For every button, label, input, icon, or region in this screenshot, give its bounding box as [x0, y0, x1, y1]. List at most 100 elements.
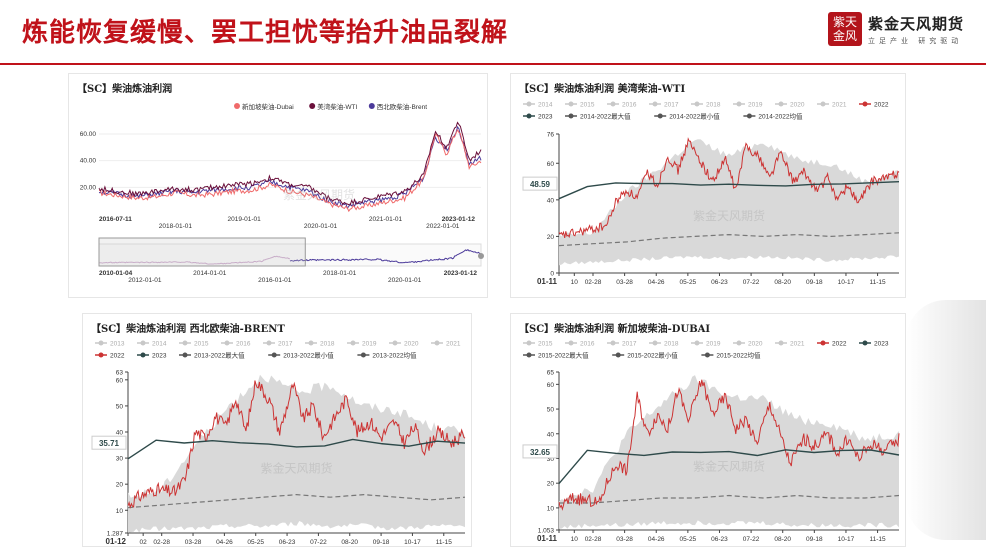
y-tick-label: 0	[550, 271, 554, 278]
legend-label: 2016	[236, 341, 251, 348]
average-line	[558, 232, 900, 247]
y-tick-label: 50	[547, 407, 555, 414]
legend-dot	[694, 101, 700, 107]
legend-dot	[308, 340, 314, 346]
chart-overview-svg[interactable]: 新加坡柴油-Dubai 美湾柴油-WTI 西北欧柴油-Brent 20.00 40.00…	[69, 74, 489, 299]
legend-dot	[392, 340, 398, 346]
x-tick-label: 03-28	[185, 539, 202, 546]
legend-label: 2017	[278, 341, 293, 348]
x-tick-label: 2016-07-11	[99, 216, 132, 223]
series-2022-line	[558, 137, 900, 239]
x-tick-label: 09-18	[806, 279, 823, 286]
x-tick-label: 11-15	[870, 279, 887, 286]
legend-label: 2015-2022最小值	[627, 351, 678, 360]
x-tick-label: 01-11	[537, 277, 558, 286]
series-line	[99, 128, 482, 213]
x-tick-label: 06-23	[711, 536, 728, 543]
x-tick-label: 10-17	[838, 536, 855, 543]
x-tick-label: 07-22	[743, 279, 760, 286]
chart-wti-svg[interactable]: 2014 2015 2016 2017 2018 2019 2020 2021 2022 2023…	[511, 74, 907, 299]
series-2023-line	[127, 438, 466, 460]
x-tick-label: 2022-01-01	[426, 223, 460, 230]
legend-label: 西北欧柴油-Brent	[377, 102, 427, 111]
chart-title: 【SC】柴油炼油利润 新加坡柴油-DUBAI	[519, 324, 711, 335]
legend-label: 新加坡柴油-Dubai	[242, 102, 294, 111]
x-tick-label: 2020-01-01	[304, 223, 338, 230]
legend-label: 2022	[110, 353, 125, 360]
x-tick-label: 02-28	[585, 536, 602, 543]
legend-dot	[98, 340, 104, 346]
legend-dot	[610, 340, 616, 346]
legend-label: 2020	[748, 341, 763, 348]
legend-dot	[615, 352, 621, 358]
legend-dot	[140, 340, 146, 346]
legend-dot	[694, 340, 700, 346]
legend-dot	[652, 101, 658, 107]
legend-dot	[568, 340, 574, 346]
legend-label: 2023	[538, 114, 553, 121]
legend-label: 2014-2022均值	[758, 112, 803, 121]
x-tick-label: 07-22	[743, 536, 760, 543]
x-tick-label: 2023-01-12	[442, 216, 476, 223]
y-tick-label: 40.00	[80, 158, 97, 165]
page-title: 炼能恢复缓慢、罢工担忧等抬升油品裂解	[22, 18, 509, 48]
legend-dot	[182, 340, 188, 346]
legend-dot	[526, 352, 532, 358]
y-tick-label: 30	[547, 456, 555, 463]
y-tick-label: 76	[547, 132, 555, 139]
x-tick-label: 09-18	[806, 536, 823, 543]
legend-dot	[652, 340, 658, 346]
legend-label: 2023	[152, 353, 167, 360]
x-tick-label: 06-23	[711, 279, 728, 286]
watermark: 紫金天风期货	[693, 208, 765, 223]
legend-dot	[98, 352, 104, 358]
legend-label: 2018	[664, 341, 679, 348]
x-tick-label: 2021-01-01	[369, 216, 403, 223]
chart-dubai-svg[interactable]: 2015 2016 2017 2018 2019 2020 2021 2022 2023 2015…	[511, 314, 907, 548]
x-tick-label: 09-18	[373, 539, 390, 546]
y-tick-label: 60	[547, 161, 555, 168]
legend-label: 2014-2022最大值	[580, 112, 631, 121]
legend-label: 2019	[362, 341, 377, 348]
legend-label: 2020	[790, 102, 805, 109]
x-tick-label: 2019-01-01	[228, 216, 262, 223]
legend-dot	[224, 340, 230, 346]
legend-dot	[368, 103, 375, 109]
x-tick-label: 02-28	[153, 539, 170, 546]
navigator-tick-label: 2016-01-01	[258, 277, 292, 284]
legend-label: 2015	[580, 102, 595, 109]
watermark: 紫金天风期货	[260, 461, 332, 476]
x-tick-label: 04-26	[216, 539, 233, 546]
series-2022-line	[127, 380, 466, 509]
legend-dot	[140, 352, 146, 358]
x-tick-label: 05-25	[680, 536, 697, 543]
background-decoration	[906, 300, 986, 540]
x-tick-label: 06-23	[279, 539, 296, 546]
current-value-label: 35.71	[99, 439, 120, 448]
legend-dot	[434, 340, 440, 346]
series-2023-line	[558, 449, 900, 485]
x-tick-label: 03-28	[616, 279, 633, 286]
legend-dot	[704, 352, 710, 358]
legend-dot	[778, 340, 784, 346]
series-2023-line	[558, 181, 900, 200]
legend-label: 2022	[832, 341, 847, 348]
legend-dot	[568, 101, 574, 107]
chart-brent-svg[interactable]: 2013 2014 2015 2016 2017 2018 2019 2020 2021 2022…	[83, 314, 473, 548]
y-tick-label: 10	[116, 508, 124, 515]
legend-label: 2013	[110, 341, 125, 348]
legend-label: 2017	[622, 341, 637, 348]
legend-label: 2015-2022最大值	[538, 351, 589, 360]
navigator-tick-label: 2014-01-01	[193, 270, 227, 277]
x-tick-label: 10-17	[404, 539, 421, 546]
chart-title: 【SC】柴油炼油利润 西北欧柴油-BRENT	[91, 324, 285, 335]
legend-dot	[862, 101, 868, 107]
legend-label: 2021	[446, 341, 461, 348]
navigator-line-history	[98, 255, 291, 265]
y-tick-label: 40	[547, 431, 555, 438]
legend-dot	[746, 113, 752, 119]
average-line	[559, 494, 900, 504]
navigator-tick-label: 2010-01-04	[99, 270, 133, 277]
y-tick-label: 60.00	[80, 131, 97, 138]
legend-dot	[526, 101, 532, 107]
